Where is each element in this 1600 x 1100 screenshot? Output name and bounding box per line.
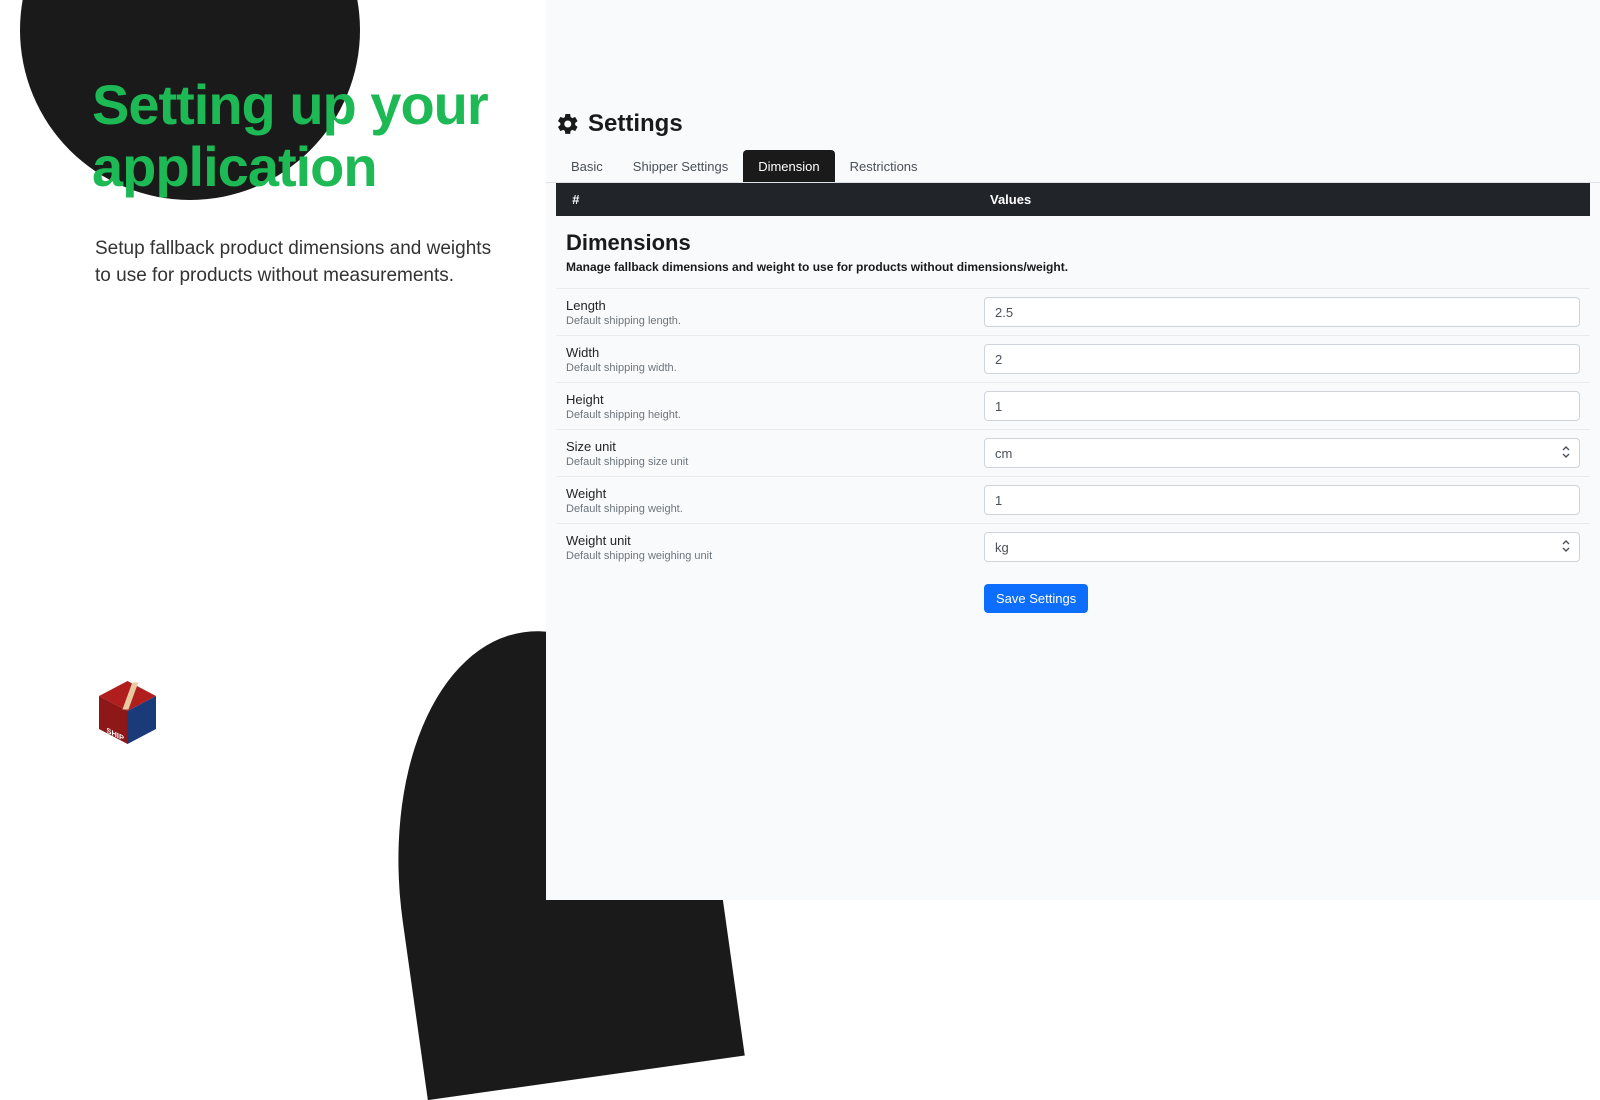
help-weight: Default shipping weight. [566, 503, 984, 515]
row-length: Length Default shipping length. [556, 288, 1590, 335]
row-weight-unit: Weight unit Default shipping weighing un… [556, 523, 1590, 570]
label-weight: Weight [566, 486, 984, 501]
select-size-unit[interactable] [984, 438, 1580, 468]
label-weight-unit: Weight unit [566, 533, 984, 548]
marketing-headline: Setting up your application [92, 74, 488, 197]
help-length: Default shipping length. [566, 315, 984, 327]
marketing-subtext: Setup fallback product dimensions and we… [95, 236, 495, 289]
section-description: Manage fallback dimensions and weight to… [556, 260, 1590, 288]
save-row: Save Settings [556, 570, 1590, 627]
dimensions-section: Dimensions Manage fallback dimensions an… [556, 216, 1590, 627]
headline-line-2: application [92, 136, 488, 198]
input-weight[interactable] [984, 485, 1580, 515]
select-weight-unit[interactable] [984, 532, 1580, 562]
label-length: Length [566, 298, 984, 313]
gear-icon [556, 112, 580, 136]
shipvista-logo-icon: SHIP VISTA [90, 675, 165, 750]
settings-app-panel: Settings Basic Shipper Settings Dimensio… [546, 0, 1600, 900]
input-height[interactable] [984, 391, 1580, 421]
settings-header: Settings [546, 110, 1600, 138]
label-size-unit: Size unit [566, 439, 984, 454]
input-length[interactable] [984, 297, 1580, 327]
table-header-row: # Values [556, 183, 1590, 216]
settings-tabs: Basic Shipper Settings Dimension Restric… [546, 150, 1600, 183]
label-height: Height [566, 392, 984, 407]
help-width: Default shipping width. [566, 362, 984, 374]
tab-basic[interactable]: Basic [556, 150, 618, 182]
save-settings-button[interactable]: Save Settings [984, 584, 1088, 613]
row-height: Height Default shipping height. [556, 382, 1590, 429]
row-size-unit: Size unit Default shipping size unit [556, 429, 1590, 476]
help-height: Default shipping height. [566, 409, 984, 421]
tab-restrictions[interactable]: Restrictions [835, 150, 933, 182]
marketing-panel: Setting up your application Setup fallba… [0, 0, 546, 900]
input-width[interactable] [984, 344, 1580, 374]
settings-title: Settings [588, 110, 683, 138]
table-header-col-2: Values [990, 192, 1574, 207]
row-weight: Weight Default shipping weight. [556, 476, 1590, 523]
help-size-unit: Default shipping size unit [566, 456, 984, 468]
help-weight-unit: Default shipping weighing unit [566, 550, 984, 562]
tab-dimension[interactable]: Dimension [743, 150, 834, 182]
tab-shipper-settings[interactable]: Shipper Settings [618, 150, 743, 182]
headline-line-1: Setting up your [92, 74, 488, 136]
label-width: Width [566, 345, 984, 360]
row-width: Width Default shipping width. [556, 335, 1590, 382]
table-header-col-1: # [572, 192, 990, 207]
section-title: Dimensions [556, 216, 1590, 260]
